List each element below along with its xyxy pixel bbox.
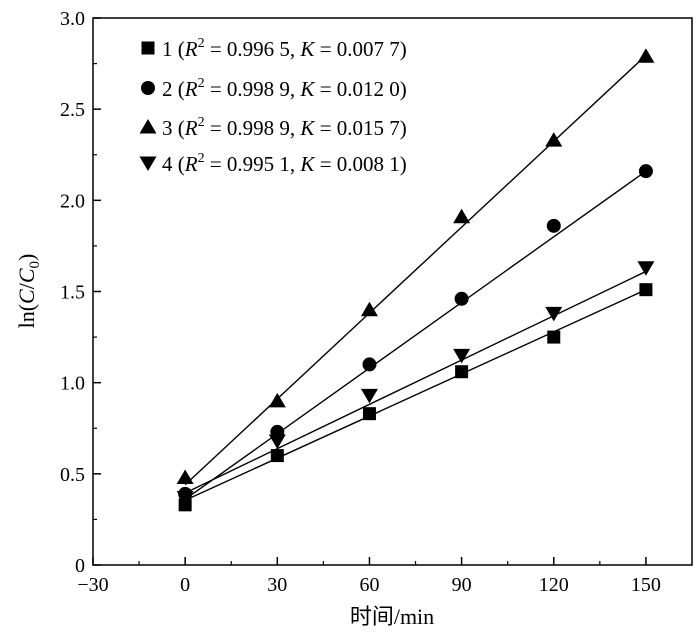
x-tick-label: −30 [77,574,108,596]
x-tick-label: 0 [180,574,190,596]
point-series-1 [270,449,284,463]
fit-lines [184,54,647,501]
point-series-2 [546,218,561,233]
legend-marker-4 [139,156,157,171]
y-tick-label: 2.0 [60,190,85,212]
point-series-1 [639,283,653,297]
legend-entry-3: 3 (R2 = 0.998 9, K = 0.015 7) [162,115,407,140]
legend-marker-1 [141,41,155,55]
point-series-2 [454,291,469,306]
legend-entry-1: 1 (R2 = 0.996 5, K = 0.007 7) [162,36,407,61]
fit-line-series-4 [184,270,647,494]
point-series-4 [453,348,471,364]
legend-entry-4: 4 (R2 = 0.995 1, K = 0.008 1) [162,151,407,176]
point-series-3 [453,208,471,224]
x-tick-label: 90 [452,574,472,596]
point-series-4 [176,491,194,506]
y-tick-label: 3.0 [60,8,85,30]
point-series-3 [360,301,378,317]
legend: 1 (R2 = 0.996 5, K = 0.007 7) 2 (R2 = 0.9… [139,36,407,176]
fit-line-series-3 [184,54,647,486]
point-series-3 [545,132,563,147]
point-series-4 [637,261,655,276]
point-series-2 [638,164,653,179]
point-series-3 [176,469,194,484]
x-tick-label: 150 [631,574,661,596]
x-tick-label: 30 [267,574,287,596]
point-series-4 [545,306,563,322]
point-series-1 [362,407,376,421]
point-series-1 [455,365,469,379]
point-series-3 [637,48,655,63]
x-tick-label: 120 [539,574,569,596]
y-tick-label: 0 [75,555,85,577]
point-series-4 [268,434,286,450]
point-series-4 [360,388,378,404]
y-tick-label: 2.5 [60,99,85,121]
y-axis-title: ln(C/C0) [14,254,43,329]
legend-entry-2: 2 (R2 = 0.998 9, K = 0.012 0) [162,76,407,101]
y-tick-label: 1.5 [60,282,85,304]
legend-marker-2 [141,81,155,95]
point-series-2 [362,357,377,372]
x-axis-title: 时间/min [350,604,434,629]
y-tick-label: 1.0 [60,373,85,395]
fit-line-series-2 [184,170,647,500]
fit-line-series-1 [184,289,647,501]
y-tick-label: 0.5 [60,464,85,486]
legend-marker-3 [139,119,157,134]
data-markers [176,48,655,512]
point-series-3 [268,392,286,408]
x-tick-label: 60 [359,574,379,596]
point-series-1 [547,330,561,344]
